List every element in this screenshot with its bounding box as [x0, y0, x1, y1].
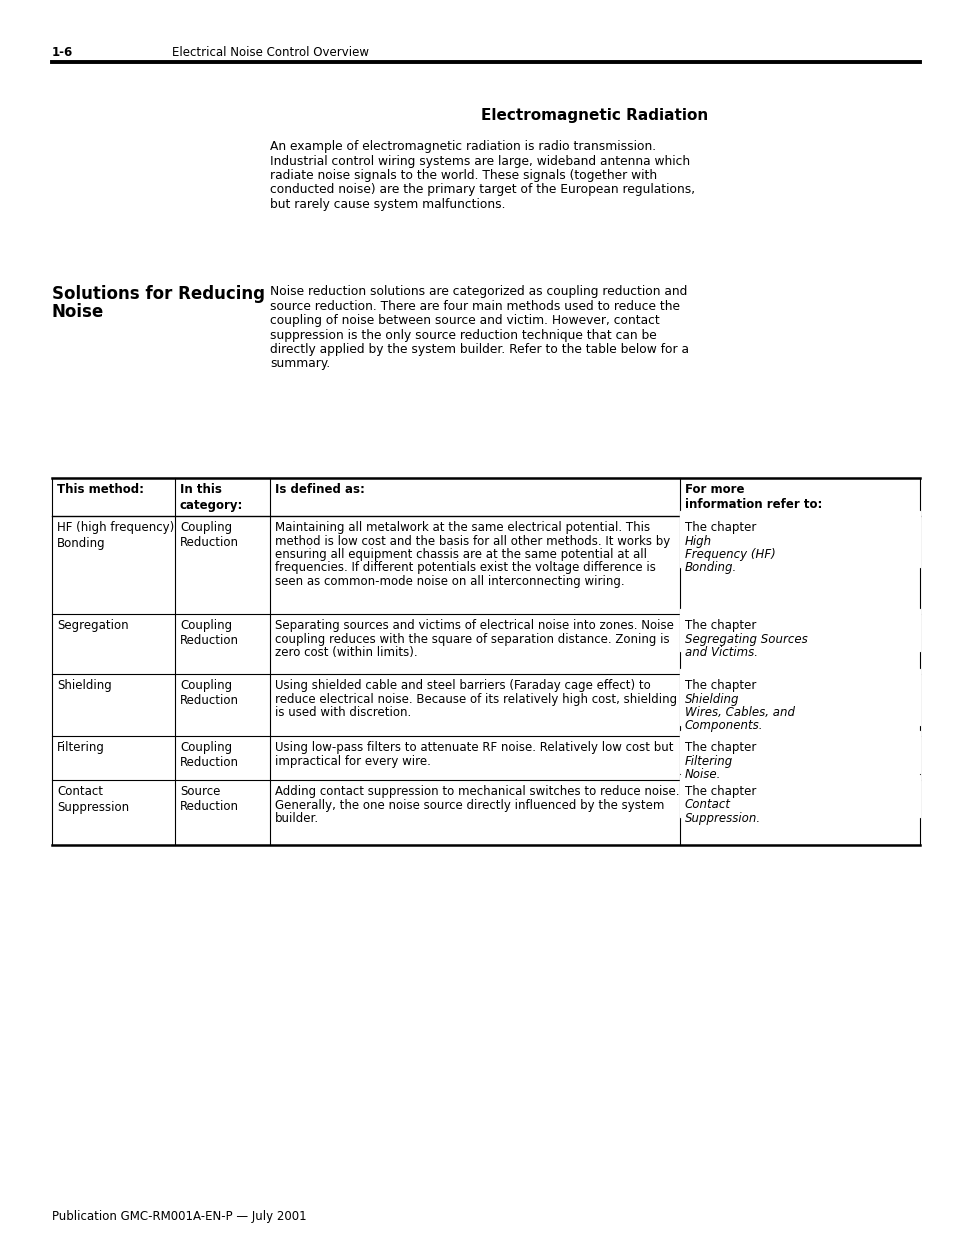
- Text: Noise: Noise: [52, 303, 104, 321]
- Text: The chapter: The chapter: [684, 679, 760, 692]
- Text: frequencies. If different potentials exist the voltage difference is: frequencies. If different potentials exi…: [274, 562, 656, 574]
- Text: Noise.: Noise.: [684, 768, 720, 781]
- Text: Suppression.: Suppression.: [684, 799, 760, 811]
- Text: and Victims.: and Victims.: [684, 646, 758, 659]
- Bar: [679, 731, 919, 773]
- Text: Shielding: Shielding: [57, 679, 112, 692]
- Text: ensuring all equipment chassis are at the same potential at all: ensuring all equipment chassis are at th…: [274, 548, 646, 561]
- Text: HF (high frequency)
Bonding: HF (high frequency) Bonding: [57, 521, 174, 550]
- Text: impractical for every wire.: impractical for every wire.: [274, 755, 431, 767]
- Text: Generally, the one noise source directly influenced by the system: Generally, the one noise source directly…: [274, 799, 663, 811]
- Text: Using shielded cable and steel barriers (Faraday cage effect) to: Using shielded cable and steel barriers …: [274, 679, 650, 692]
- Text: The chapter: The chapter: [684, 785, 760, 798]
- Text: Publication GMC-RM001A-EN-P — July 2001: Publication GMC-RM001A-EN-P — July 2001: [52, 1210, 306, 1223]
- Text: Segregating Sources: Segregating Sources: [684, 632, 807, 646]
- Text: Components.: Components.: [684, 706, 762, 719]
- Text: The chapter: The chapter: [684, 521, 760, 534]
- Text: Maintaining all metalwork at the same electrical potential. This: Maintaining all metalwork at the same el…: [274, 521, 649, 534]
- Text: Is defined as:: Is defined as:: [274, 483, 364, 496]
- Text: Segregating Sources: Segregating Sources: [684, 619, 807, 632]
- Text: Electrical Noise Control Overview: Electrical Noise Control Overview: [172, 46, 369, 58]
- Text: The chapter: The chapter: [684, 741, 760, 755]
- Text: Filtering: Filtering: [684, 741, 733, 755]
- Text: Coupling
Reduction: Coupling Reduction: [180, 619, 239, 647]
- Text: High: High: [684, 535, 711, 547]
- Text: Segregation: Segregation: [57, 619, 129, 632]
- Text: Wires, Cables, and: Wires, Cables, and: [684, 693, 794, 705]
- Text: Filtering: Filtering: [684, 755, 733, 767]
- Text: Shielding: Shielding: [684, 693, 739, 705]
- Text: The chapter: The chapter: [684, 679, 760, 692]
- Text: In this
category:: In this category:: [180, 483, 243, 511]
- Text: zero cost (within limits).: zero cost (within limits).: [274, 646, 417, 659]
- Text: is used with discretion.: is used with discretion.: [274, 706, 411, 719]
- Text: Electromagnetic Radiation: Electromagnetic Radiation: [481, 107, 708, 124]
- Text: Contact: Contact: [684, 799, 730, 811]
- Text: An example of electromagnetic radiation is radio transmission.: An example of electromagnetic radiation …: [270, 140, 656, 153]
- Text: Industrial control wiring systems are large, wideband antenna which: Industrial control wiring systems are la…: [270, 154, 689, 168]
- Text: This method:: This method:: [57, 483, 144, 496]
- Text: The chapter: The chapter: [684, 619, 760, 632]
- Text: seen as common-mode noise on all interconnecting wiring.: seen as common-mode noise on all interco…: [274, 576, 624, 588]
- Text: coupling reduces with the square of separation distance. Zoning is: coupling reduces with the square of sepa…: [274, 632, 669, 646]
- Text: Filtering: Filtering: [57, 741, 105, 755]
- Bar: [679, 669, 919, 725]
- Text: High: High: [684, 521, 711, 534]
- Text: Separating sources and victims of electrical noise into zones. Noise: Separating sources and victims of electr…: [274, 619, 673, 632]
- Text: The chapter: The chapter: [684, 619, 760, 632]
- Text: Suppression.: Suppression.: [684, 811, 760, 825]
- Text: Using low-pass filters to attenuate RF noise. Relatively low cost but: Using low-pass filters to attenuate RF n…: [274, 741, 673, 755]
- Text: Coupling
Reduction: Coupling Reduction: [180, 521, 239, 550]
- Text: Shielding: Shielding: [684, 679, 739, 692]
- Text: reduce electrical noise. Because of its relatively high cost, shielding: reduce electrical noise. Because of its …: [274, 693, 677, 705]
- Bar: [679, 776, 919, 818]
- Text: The chapter: The chapter: [684, 785, 760, 798]
- Text: Coupling
Reduction: Coupling Reduction: [180, 679, 239, 708]
- Text: and Victims.: and Victims.: [684, 632, 758, 646]
- Text: source reduction. There are four main methods used to reduce the: source reduction. There are four main me…: [270, 300, 679, 312]
- Text: builder.: builder.: [274, 811, 319, 825]
- Text: The chapter: The chapter: [684, 741, 760, 755]
- Text: Frequency (HF): Frequency (HF): [684, 535, 775, 547]
- Text: For more
information refer to:: For more information refer to:: [684, 483, 821, 511]
- Text: Contact
Suppression: Contact Suppression: [57, 785, 129, 814]
- Text: The chapter: The chapter: [684, 521, 760, 534]
- Text: conducted noise) are the primary target of the European regulations,: conducted noise) are the primary target …: [270, 184, 695, 196]
- Text: Bonding.: Bonding.: [684, 548, 737, 561]
- Text: Source
Reduction: Source Reduction: [180, 785, 239, 814]
- Text: radiate noise signals to the world. These signals (together with: radiate noise signals to the world. Thes…: [270, 169, 657, 182]
- Text: 1-6: 1-6: [52, 46, 73, 58]
- Text: method is low cost and the basis for all other methods. It works by: method is low cost and the basis for all…: [274, 535, 670, 547]
- Bar: [679, 511, 919, 567]
- Text: summary.: summary.: [270, 357, 330, 370]
- Text: Frequency (HF): Frequency (HF): [684, 548, 775, 561]
- Text: Noise.: Noise.: [684, 755, 720, 767]
- Text: Contact: Contact: [684, 785, 730, 798]
- Text: suppression is the only source reduction technique that can be: suppression is the only source reduction…: [270, 329, 656, 342]
- Text: Noise reduction solutions are categorized as coupling reduction and: Noise reduction solutions are categorize…: [270, 285, 687, 298]
- Text: Solutions for Reducing: Solutions for Reducing: [52, 285, 265, 303]
- Text: coupling of noise between source and victim. However, contact: coupling of noise between source and vic…: [270, 314, 659, 327]
- Text: Wires, Cables, and: Wires, Cables, and: [684, 706, 794, 719]
- Bar: [679, 609, 919, 651]
- Text: Components.: Components.: [684, 720, 762, 732]
- Text: Bonding.: Bonding.: [684, 562, 737, 574]
- Text: but rarely cause system malfunctions.: but rarely cause system malfunctions.: [270, 198, 505, 211]
- Text: directly applied by the system builder. Refer to the table below for a: directly applied by the system builder. …: [270, 343, 688, 356]
- Text: Adding contact suppression to mechanical switches to reduce noise.: Adding contact suppression to mechanical…: [274, 785, 679, 798]
- Text: Coupling
Reduction: Coupling Reduction: [180, 741, 239, 769]
